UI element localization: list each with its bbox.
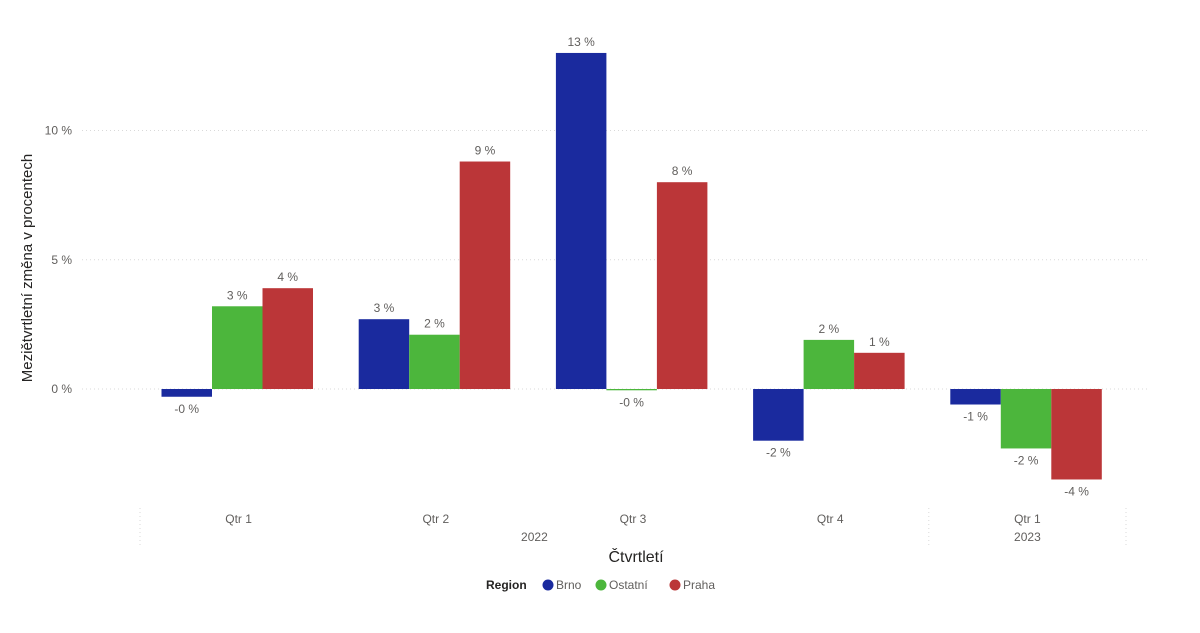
x-axis: Qtr 1 Qtr 2 Qtr 3 Qtr 4 Qtr 1 2022 2023 — [139, 508, 1127, 548]
data-labels: -0 % 3 % 13 % -2 % -1 % 3 % 2 % -0 % 2 % -2 % 4 % 9… — [174, 35, 1089, 499]
bar-ostatní[interactable] — [606, 389, 657, 391]
bar-brno[interactable] — [555, 52, 607, 389]
bar-praha[interactable] — [459, 161, 511, 389]
legend: Region Brno Ostatní Praha — [486, 578, 715, 592]
data-label: 8 % — [672, 164, 693, 178]
data-label: 4 % — [277, 270, 298, 284]
legend-label[interactable]: Ostatní — [609, 578, 648, 592]
data-label: 3 % — [227, 288, 248, 302]
data-label: 1 % — [869, 335, 890, 349]
data-label: 13 % — [567, 35, 595, 49]
x-tick-label: Qtr 3 — [620, 512, 647, 526]
bar-ostatní[interactable] — [409, 334, 460, 389]
y-tick-label: 5 % — [51, 253, 72, 267]
data-label: -4 % — [1064, 484, 1089, 498]
bar-praha[interactable] — [656, 182, 708, 389]
data-label: -2 % — [1014, 453, 1039, 467]
y-tick-label: 10 % — [45, 124, 73, 138]
data-label: -1 % — [963, 410, 988, 424]
bar-brno[interactable] — [358, 319, 410, 389]
bar-ostatní[interactable] — [212, 306, 263, 389]
legend-label[interactable]: Praha — [683, 578, 715, 592]
bar-praha[interactable] — [262, 288, 314, 389]
bar-brno[interactable] — [753, 389, 804, 441]
data-label: -0 % — [619, 395, 644, 409]
x-tick-label: Qtr 1 — [225, 512, 252, 526]
bar-praha[interactable] — [1051, 389, 1102, 480]
data-label: 2 % — [424, 317, 445, 331]
x-axis-title: Čtvrtletí — [608, 547, 664, 566]
bars — [161, 52, 1102, 480]
x-tick-label: Qtr 1 — [1014, 512, 1041, 526]
data-label: 9 % — [475, 144, 496, 158]
legend-marker-brno[interactable] — [542, 579, 554, 591]
x-tick-label: Qtr 4 — [817, 512, 844, 526]
bar-praha[interactable] — [854, 352, 905, 389]
data-label: -0 % — [174, 402, 199, 416]
y-tick-label: 0 % — [51, 382, 72, 396]
legend-label[interactable]: Brno — [556, 578, 582, 592]
x-tick-label: Qtr 2 — [422, 512, 449, 526]
legend-title: Region — [486, 578, 527, 592]
data-label: 2 % — [819, 322, 840, 336]
legend-marker-ostatní[interactable] — [595, 579, 607, 591]
bar-brno[interactable] — [161, 389, 213, 397]
data-label: 3 % — [374, 301, 395, 315]
legend-marker-praha[interactable] — [669, 579, 681, 591]
y-axis-title: Meziětvrtletní změna v procentech — [19, 154, 36, 382]
bar-ostatní[interactable] — [1000, 389, 1052, 449]
y-axis-ticks: 0 % 5 % 10 % — [45, 124, 73, 397]
bar-brno[interactable] — [950, 389, 1001, 405]
x-group-label: 2023 — [1014, 530, 1041, 544]
data-label: -2 % — [766, 446, 791, 460]
x-group-label: 2022 — [521, 530, 548, 544]
bar-ostatní[interactable] — [803, 339, 855, 389]
